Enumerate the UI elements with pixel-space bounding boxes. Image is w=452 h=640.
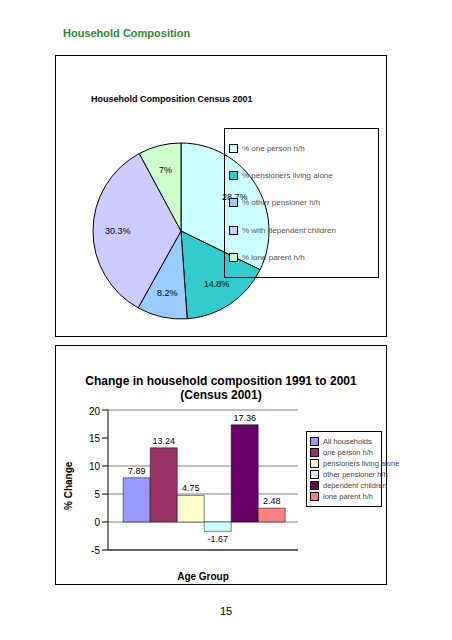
html-text:Household Composition: Household Composition [63, 27, 191, 39]
svg-text:8.2%: 8.2% [157, 288, 178, 298]
svg-text:30.3%: 30.3% [105, 226, 131, 236]
svg-text:2.48: 2.48 [263, 496, 281, 506]
svg-text:5: 5 [94, 489, 100, 500]
svg-text:13.24: 13.24 [152, 436, 175, 446]
svg-text:14.8%: 14.8% [204, 279, 230, 289]
html-text:other pensioner h/h: other pensioner h/h [323, 470, 388, 479]
html-text:lone parent h/h: lone parent h/h [323, 492, 373, 501]
html-text:dependent children: dependent children [323, 481, 387, 490]
html-text:one person h/h: one person h/h [323, 448, 373, 457]
svg-text:10: 10 [89, 461, 101, 472]
svg-text:20: 20 [89, 406, 101, 417]
html-text:% with dependent children: % with dependent children [242, 225, 336, 235]
svg-text:28.7%: 28.7% [222, 192, 248, 203]
svg-text:7.89: 7.89 [128, 466, 146, 476]
html-text:All households: All households [323, 437, 372, 446]
html-text:% lone parent h/h: % lone parent h/h [242, 252, 305, 262]
svg-text:-5: -5 [91, 545, 100, 556]
svg-text:4.75: 4.75 [182, 483, 200, 493]
svg-text:17.36: 17.36 [233, 413, 256, 423]
svg-text:0: 0 [94, 517, 100, 528]
html-text:% pensioners living alone: % pensioners living alone [242, 171, 333, 181]
svg-text:15: 15 [89, 433, 101, 444]
svg-text:-1.67: -1.67 [207, 534, 228, 544]
html-text:Change in household compositio: Change in household composition 1991 to … [85, 374, 357, 402]
html-text:Household Composition Census 2: Household Composition Census 2001 [91, 94, 253, 104]
html-text:% other pensioner h/h: % other pensioner h/h [242, 198, 321, 208]
svg-text:% Change: % Change [63, 461, 74, 510]
svg-text:Age Group: Age Group [177, 571, 229, 582]
svg-text:7%: 7% [159, 165, 172, 175]
html-text:pensioners living alone: pensioners living alone [323, 459, 400, 468]
html-text:15: 15 [219, 605, 233, 617]
html-text:% one person h/h: % one person h/h [242, 144, 305, 154]
